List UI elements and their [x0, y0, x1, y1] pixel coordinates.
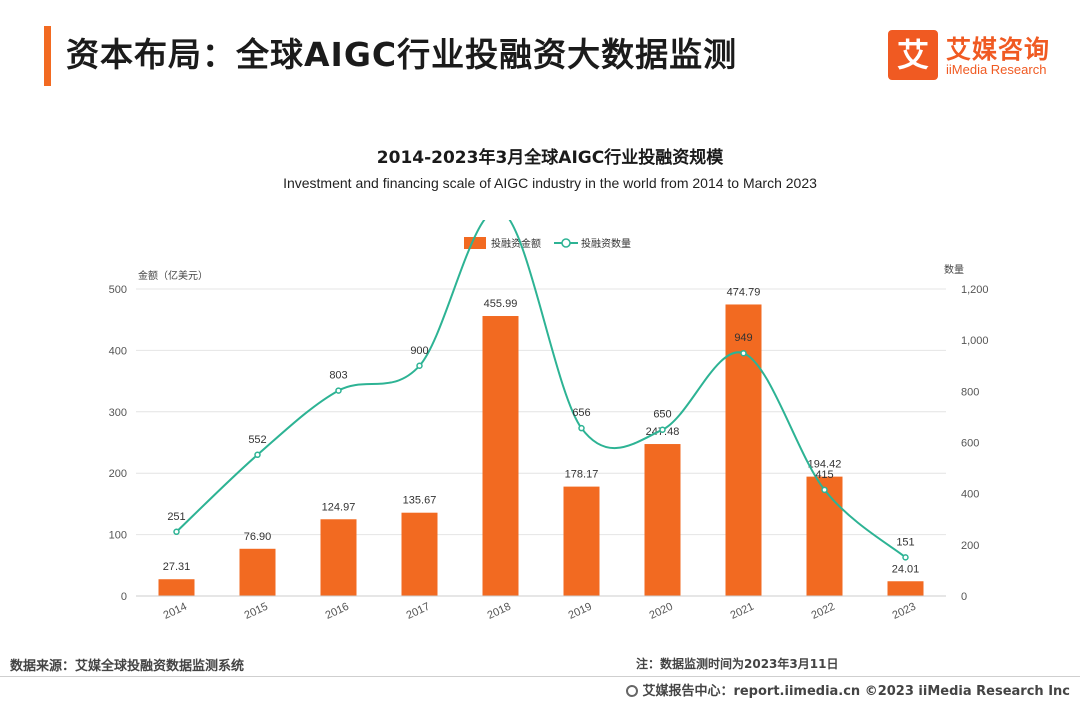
- count-value-label: 949: [734, 332, 752, 344]
- y-tick-label: 300: [109, 407, 127, 419]
- globe-icon: [626, 685, 639, 697]
- monitor-note: 注：数据监测时间为2023年3月11日: [636, 657, 839, 671]
- x-tick-label: 2018: [486, 601, 513, 622]
- y2-tick-label: 400: [961, 489, 979, 501]
- bar-2018: [482, 316, 519, 596]
- count-value-label: 656: [572, 407, 590, 419]
- bar-2014: [158, 579, 195, 596]
- bar-value-label: 27.31: [163, 561, 191, 573]
- count-series-line: [175, 220, 907, 559]
- count-point-2014: [173, 528, 180, 536]
- y2-tick-label: 600: [961, 438, 979, 450]
- y2-tick-label: 0: [961, 591, 967, 603]
- legend-swatch-amount: [464, 237, 486, 249]
- x-tick-label: 2020: [648, 601, 675, 622]
- count-point-2019: [578, 424, 585, 432]
- bar-2017: [401, 512, 438, 596]
- bar-value-label: 24.01: [892, 563, 920, 575]
- y2-tick-label: 1,200: [961, 284, 989, 296]
- bar-2022: [806, 476, 843, 596]
- bar-value-label: 135.67: [403, 495, 437, 507]
- count-value-label: 552: [248, 434, 266, 446]
- logo-cn-text: 艾媒咨询: [946, 35, 1051, 64]
- bar-value-label: 455.99: [484, 298, 518, 310]
- bar-2023: [887, 581, 924, 596]
- bar-value-label: 194.42: [808, 459, 842, 471]
- bar-value-label: 474.79: [727, 286, 761, 298]
- bar-value-label: 178.17: [565, 469, 599, 481]
- x-tick-label: 2023: [891, 601, 918, 622]
- x-tick-label: 2014: [162, 601, 189, 622]
- y-axis-title: 金额（亿美元）: [138, 269, 208, 282]
- count-point-2016: [335, 387, 342, 394]
- count-value-label: 415: [815, 469, 833, 481]
- bar-2019: [563, 486, 600, 596]
- x-tick-label: 2019: [567, 601, 594, 622]
- x-tick-label: 2021: [729, 601, 756, 622]
- count-point-2022: [821, 486, 828, 494]
- chart-subtitle: Investment and financing scale of AIGC i…: [283, 175, 817, 191]
- y-tick-label: 400: [109, 345, 127, 357]
- y2-tick-label: 800: [961, 386, 979, 398]
- bar-2021: [725, 304, 762, 596]
- count-value-label: 650: [653, 409, 671, 421]
- count-point-2017: [416, 362, 423, 369]
- bar-2015: [239, 548, 276, 596]
- x-tick-label: 2016: [324, 601, 351, 622]
- title-accent-bar: [44, 26, 51, 86]
- legend-label-amount: 投融资金额: [491, 237, 541, 250]
- bar-2020: [644, 444, 681, 596]
- count-point-2023: [902, 554, 909, 561]
- count-value-label: 151: [896, 536, 914, 548]
- y-tick-label: 0: [121, 591, 127, 603]
- data-source: 数据来源：艾媒全球投融资数据监测系统: [10, 659, 245, 674]
- y2-tick-label: 200: [961, 540, 979, 552]
- y-tick-label: 500: [109, 284, 127, 296]
- page-title: 资本布局：全球AIGC行业投融资大数据监测: [66, 35, 738, 74]
- y2-tick-label: 1,000: [961, 335, 989, 347]
- chart-title: 2014-2023年3月全球AIGC行业投融资规模: [376, 148, 724, 168]
- count-value-label: 803: [329, 370, 347, 382]
- legend-label-count: 投融资数量: [581, 237, 631, 250]
- count-point-2020: [659, 426, 666, 433]
- copyright-line: 艾媒报告中心：report.iimedia.cn ©2023 iiMedia R…: [626, 680, 1070, 699]
- brand-logo: 艾 艾媒咨询 iiMedia Research: [888, 30, 1068, 82]
- bar-value-label: 76.90: [244, 531, 272, 543]
- bar-value-label: 124.97: [322, 501, 356, 513]
- count-point-2021: [740, 349, 747, 357]
- x-tick-label: 2017: [405, 601, 432, 622]
- y2-axis-title: 数量: [944, 263, 964, 276]
- y-tick-label: 200: [109, 468, 127, 480]
- x-tick-label: 2022: [810, 601, 837, 622]
- bar-2016: [320, 519, 357, 596]
- y-tick-label: 100: [109, 530, 127, 542]
- legend-marker-count: [561, 238, 571, 248]
- count-point-2015: [254, 451, 261, 459]
- footer-divider: [0, 676, 1080, 677]
- count-value-label: 900: [410, 345, 428, 357]
- copyright-text: 艾媒报告中心：report.iimedia.cn ©2023 iiMedia R…: [642, 684, 1070, 699]
- logo-mark: 艾: [888, 30, 938, 80]
- combo-chart: 0 100 200 300 400 500 0 200 400 600 800 1,000 1,200 金…: [109, 220, 989, 622]
- logo-en-text: iiMedia Research: [946, 62, 1047, 77]
- count-value-label: 251: [167, 511, 185, 523]
- x-tick-label: 2015: [243, 601, 270, 622]
